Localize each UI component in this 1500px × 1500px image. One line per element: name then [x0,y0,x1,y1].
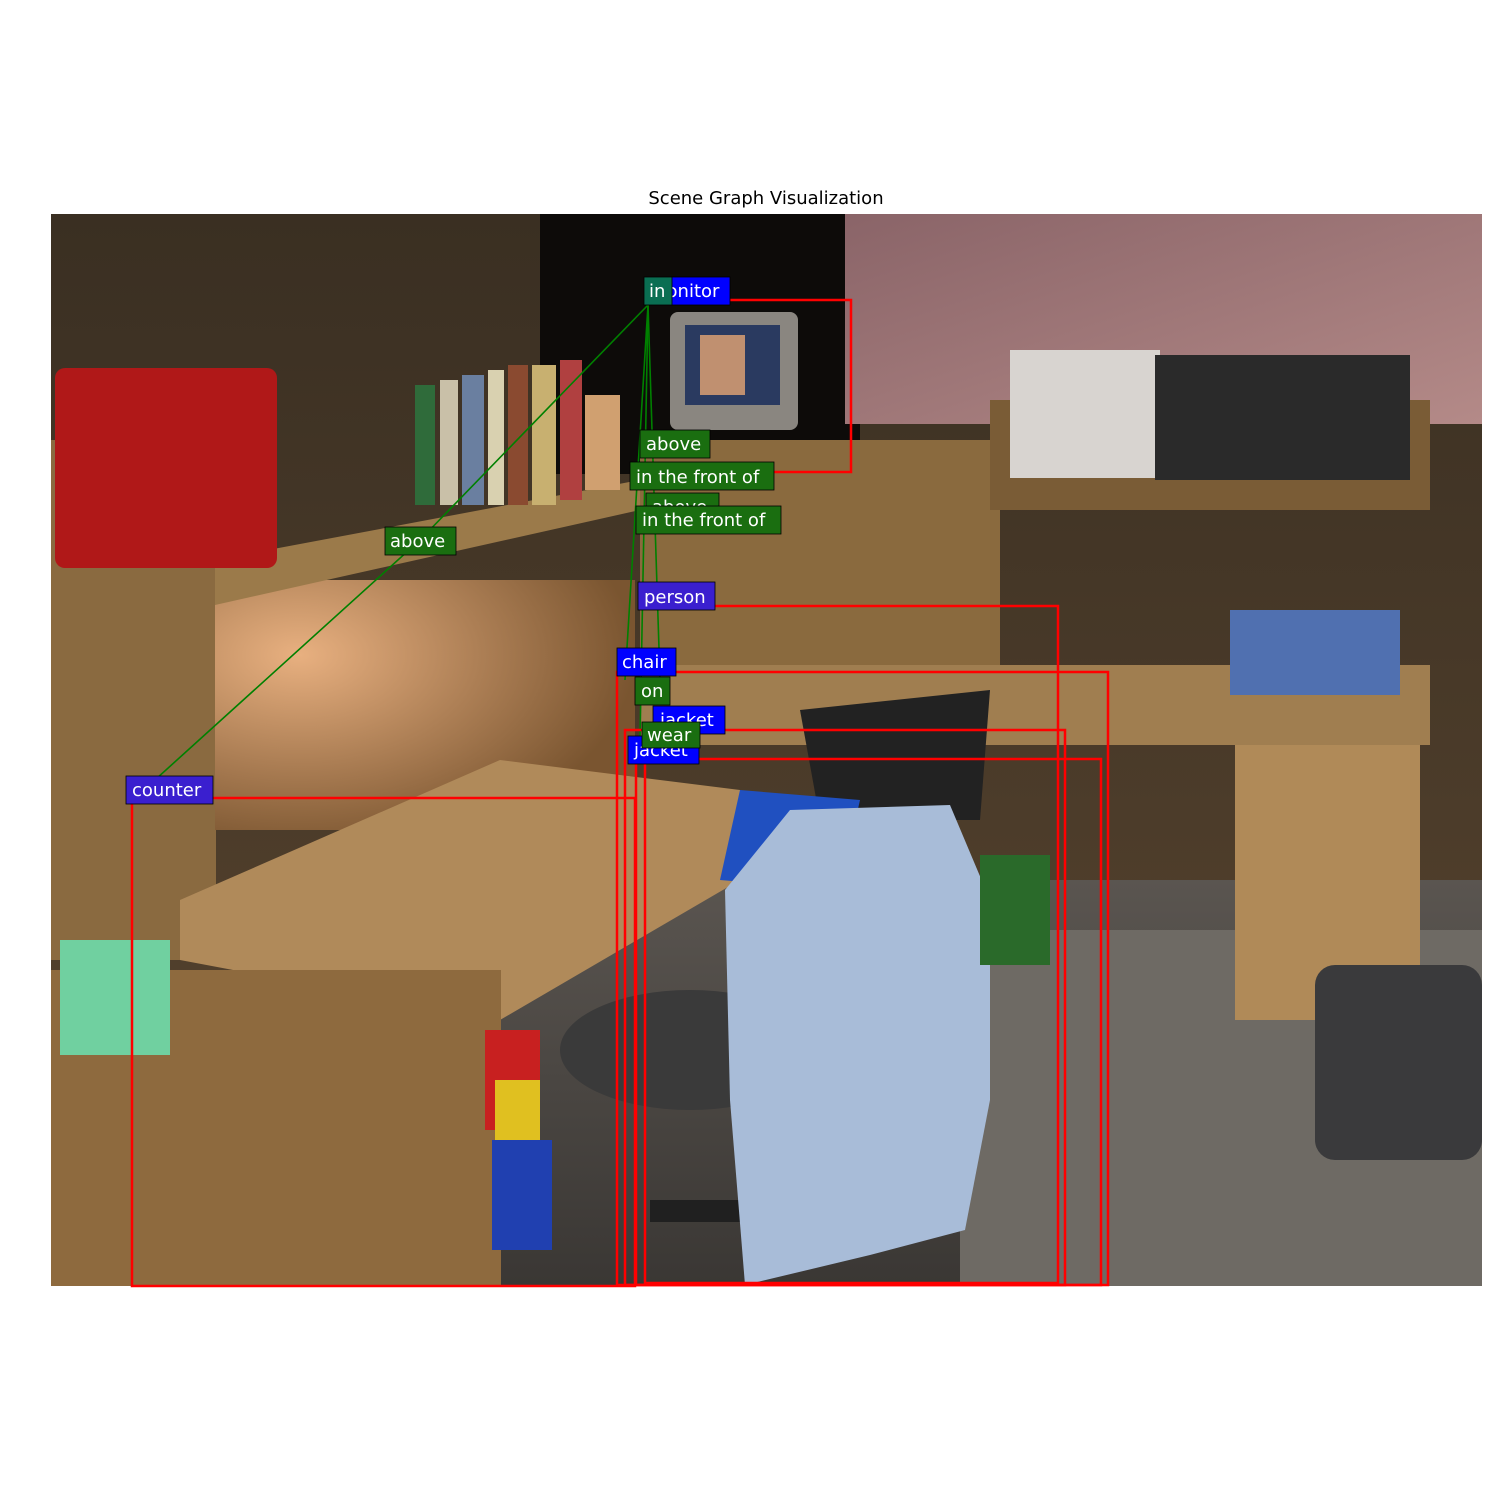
svg-text:in: in [649,281,665,302]
monitor-box [730,298,853,474]
svg-text:in the front of: in the front of [636,467,760,488]
figure-title: Scene Graph Visualization [648,188,883,209]
svg-text:above: above [646,434,701,455]
book-row [415,360,620,505]
label-counter[interactable]: counter [125,775,214,805]
svg-text:on: on [641,681,663,702]
relation-wear[interactable]: wear [641,721,701,749]
svg-text:counter: counter [132,780,202,801]
svg-text:wear: wear [647,725,692,746]
label-chair[interactable]: chair [616,647,677,677]
label-person[interactable]: person [637,581,716,611]
relation-in[interactable]: in [643,276,673,306]
relation-labels: in above in the front of above in the fr… [384,276,782,749]
svg-text:above: above [390,531,445,552]
relation-in-front-of-2[interactable]: in the front of [635,505,782,535]
relation-above-1[interactable]: above [639,429,711,459]
scene-photo [51,214,1482,1286]
svg-text:person: person [644,587,706,608]
counter-box [130,796,637,1288]
svg-text:in the front of: in the front of [642,510,766,531]
relation-on[interactable]: on [634,676,671,706]
relation-above-3[interactable]: above [384,526,457,556]
relation-in-front-of-1[interactable]: in the front of [629,461,775,491]
person-box [643,604,1060,1285]
object-boxes [130,298,1110,1288]
svg-text:chair: chair [622,652,667,673]
